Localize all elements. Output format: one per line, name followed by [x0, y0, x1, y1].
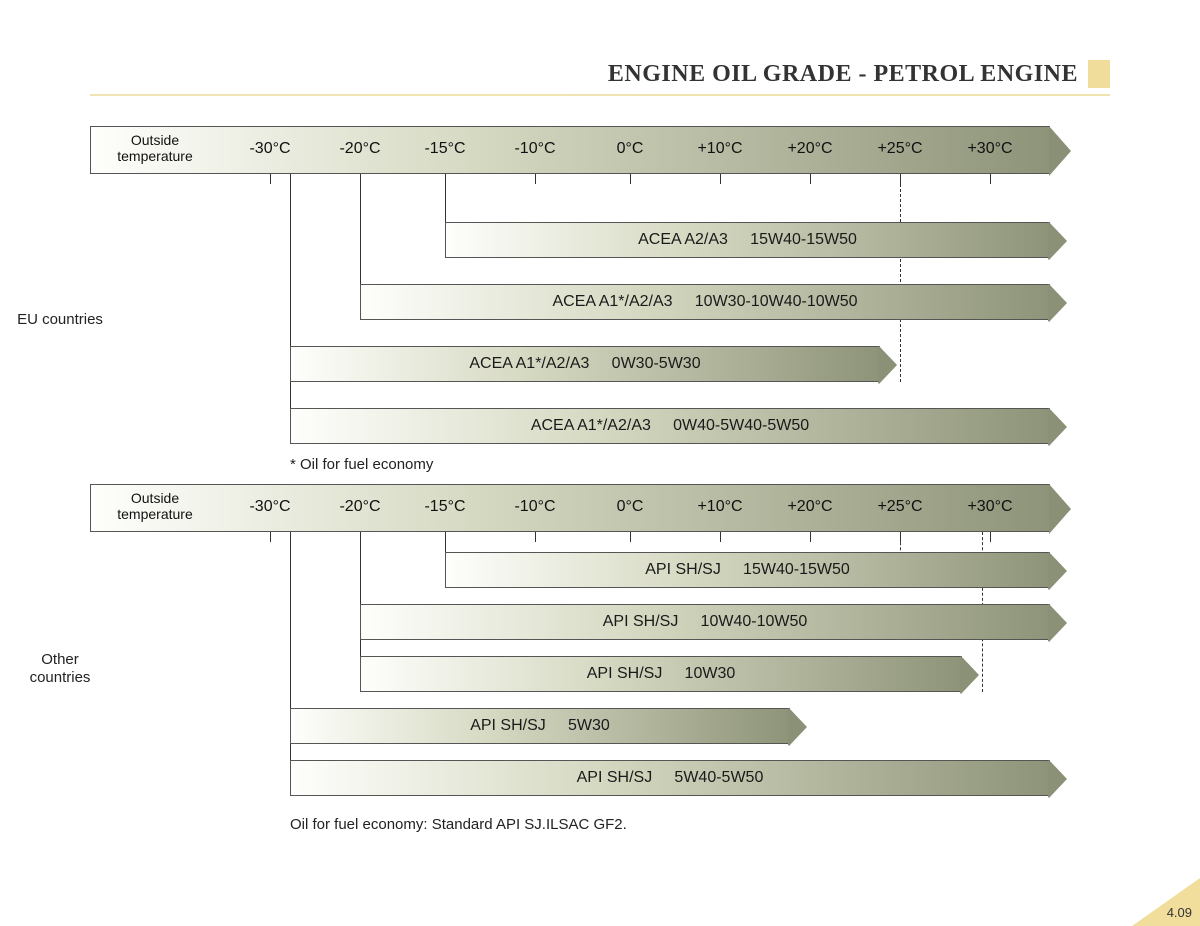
temp-tick-label: -15°C	[424, 140, 465, 158]
oil-grade-bar: API SH/SJ 10W30	[360, 656, 962, 692]
temp-tick-mark	[810, 532, 811, 542]
temp-tick-mark	[630, 532, 631, 542]
oil-grade-bar-label: ACEA A1*/A2/A3 0W40-5W40-5W50	[291, 417, 1049, 435]
temp-tick-label: +20°C	[787, 140, 832, 158]
oil-grade-bar-label: API SH/SJ 15W40-15W50	[446, 561, 1049, 579]
guide-line	[900, 174, 901, 382]
oil-grade-bar-label: ACEA A1*/A2/A3 10W30-10W40-10W50	[361, 293, 1049, 311]
oil-grade-bar-label: ACEA A1*/A2/A3 0W30-5W30	[291, 355, 879, 373]
temp-tick-mark	[990, 532, 991, 542]
temp-tick-label: -30°C	[249, 498, 290, 516]
title-accent-tab	[1088, 60, 1110, 88]
temp-tick-label: +25°C	[877, 498, 922, 516]
temp-tick-label: 0°C	[617, 140, 644, 158]
page-number-corner: 4.09	[1132, 878, 1200, 926]
oil-grade-bar-label: API SH/SJ 10W30	[361, 665, 961, 683]
guide-line	[290, 174, 291, 426]
outside-temperature-label: Outsidetemperature	[95, 490, 215, 522]
temp-tick-mark	[720, 174, 721, 184]
oil-grade-bar-label: API SH/SJ 10W40-10W50	[361, 613, 1049, 631]
temp-tick-label: -15°C	[424, 498, 465, 516]
oil-grade-bar: ACEA A1*/A2/A3 0W40-5W40-5W50	[290, 408, 1050, 444]
temp-tick-label: -10°C	[514, 140, 555, 158]
guide-line	[360, 532, 361, 674]
temp-tick-label: -10°C	[514, 498, 555, 516]
temp-tick-label: +25°C	[877, 140, 922, 158]
temp-tick-label: +30°C	[967, 498, 1012, 516]
oil-grade-bar-label: ACEA A2/A3 15W40-15W50	[446, 231, 1049, 249]
oil-grade-chart: Outsidetemperature -30°C -20°C -15°C -10°C 0°…	[90, 126, 1110, 846]
temp-tick-label: +30°C	[967, 140, 1012, 158]
temp-tick-label: +20°C	[787, 498, 832, 516]
section-label: EU countries	[5, 311, 115, 329]
temp-tick-mark	[630, 174, 631, 184]
page-number: 4.09	[1167, 905, 1192, 920]
oil-grade-bar: API SH/SJ 5W40-5W50	[290, 760, 1050, 796]
temp-tick-mark	[720, 532, 721, 542]
page-title: ENGINE OIL GRADE - PETROL ENGINE	[608, 61, 1078, 88]
oil-grade-bar: ACEA A1*/A2/A3 10W30-10W40-10W50	[360, 284, 1050, 320]
temp-tick-mark	[270, 532, 271, 542]
temp-tick-mark	[535, 174, 536, 184]
temp-tick-mark	[535, 532, 536, 542]
temp-tick-label: -20°C	[339, 498, 380, 516]
oil-grade-bar: API SH/SJ 15W40-15W50	[445, 552, 1050, 588]
oil-grade-bar: API SH/SJ 10W40-10W50	[360, 604, 1050, 640]
section-label: Othercountries	[5, 651, 115, 687]
temp-tick-label: 0°C	[617, 498, 644, 516]
oil-grade-bar-label: API SH/SJ 5W40-5W50	[291, 769, 1049, 787]
temp-tick-mark	[990, 174, 991, 184]
title-rule	[90, 94, 1110, 96]
temp-tick-mark	[270, 174, 271, 184]
footnote: * Oil for fuel economy	[290, 456, 433, 473]
footnote: Oil for fuel economy: Standard API SJ.IL…	[290, 816, 627, 833]
temp-tick-label: -20°C	[339, 140, 380, 158]
oil-grade-bar-label: API SH/SJ 5W30	[291, 717, 789, 735]
outside-temperature-label: Outsidetemperature	[95, 132, 215, 164]
oil-grade-bar: ACEA A2/A3 15W40-15W50	[445, 222, 1050, 258]
guide-line	[360, 174, 361, 302]
oil-grade-bar: API SH/SJ 5W30	[290, 708, 790, 744]
oil-grade-bar: ACEA A1*/A2/A3 0W30-5W30	[290, 346, 880, 382]
temp-tick-label: -30°C	[249, 140, 290, 158]
temp-tick-mark	[810, 174, 811, 184]
temp-tick-label: +10°C	[697, 498, 742, 516]
temp-tick-label: +10°C	[697, 140, 742, 158]
